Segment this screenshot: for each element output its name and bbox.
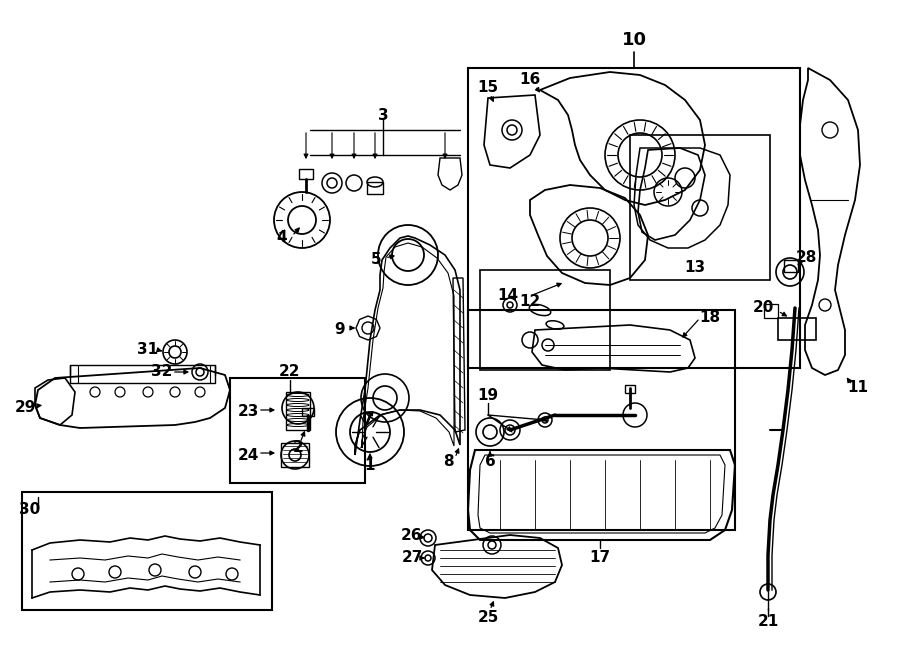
Bar (630, 135, 770, 280)
Text: 9: 9 (335, 323, 346, 338)
Text: 21: 21 (758, 615, 778, 629)
Bar (367, 182, 383, 194)
Text: 3: 3 (378, 108, 388, 122)
Text: 7: 7 (363, 412, 374, 428)
Bar (778, 318, 816, 340)
Bar (22, 492, 272, 610)
Text: 32: 32 (151, 364, 173, 379)
Text: 16: 16 (519, 73, 541, 87)
Text: 28: 28 (796, 251, 816, 266)
Text: 4: 4 (276, 231, 287, 245)
Text: 25: 25 (477, 611, 499, 625)
Bar (480, 270, 610, 370)
Bar (70, 365, 215, 383)
Text: 19: 19 (477, 387, 499, 403)
Text: 26: 26 (401, 527, 423, 543)
Bar (468, 68, 800, 368)
Text: 23: 23 (238, 405, 258, 420)
Text: 14: 14 (498, 288, 518, 303)
Text: 27: 27 (401, 551, 423, 566)
Bar (302, 408, 314, 416)
Bar (625, 385, 635, 393)
Bar (784, 260, 798, 272)
Text: 30: 30 (20, 502, 40, 518)
Text: 20: 20 (752, 301, 774, 315)
Bar (286, 392, 310, 430)
Text: 6: 6 (484, 455, 495, 469)
Bar (299, 169, 313, 179)
Text: 22: 22 (279, 364, 301, 379)
Text: 10: 10 (622, 31, 646, 49)
Text: 24: 24 (238, 447, 258, 463)
Text: 13: 13 (684, 260, 706, 276)
Bar (764, 304, 778, 318)
Bar (468, 310, 735, 530)
Text: 31: 31 (138, 342, 158, 358)
Text: 12: 12 (519, 295, 541, 309)
Text: 18: 18 (699, 311, 721, 325)
Text: 29: 29 (14, 401, 36, 416)
Text: 17: 17 (590, 551, 610, 566)
Bar (281, 443, 309, 467)
Text: 15: 15 (477, 81, 499, 95)
Text: 2: 2 (292, 440, 303, 455)
Bar (230, 378, 365, 483)
Text: 11: 11 (848, 381, 868, 395)
Text: 5: 5 (371, 253, 382, 268)
Text: 8: 8 (443, 455, 454, 469)
Text: 1: 1 (364, 457, 375, 473)
